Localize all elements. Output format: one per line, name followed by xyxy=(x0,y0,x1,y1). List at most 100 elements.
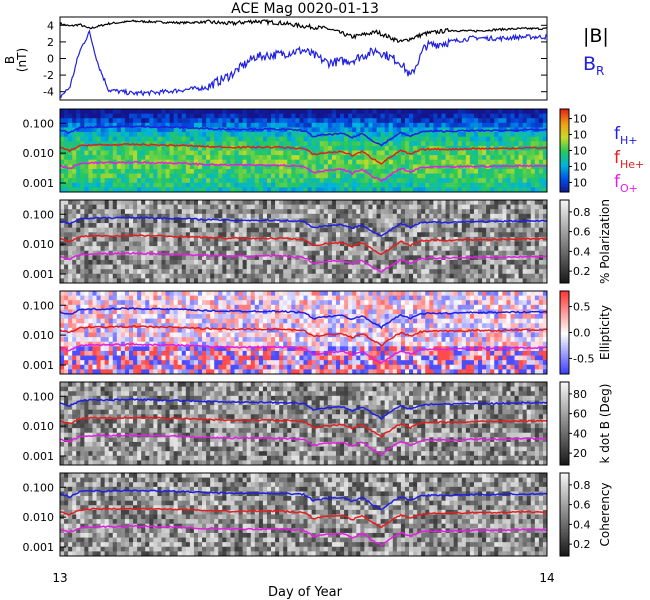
spectrogram-cell xyxy=(68,250,73,256)
spectrogram-cell xyxy=(331,246,337,252)
spectrogram-cell xyxy=(234,209,239,215)
spectrogram-cell xyxy=(222,173,227,179)
spectrogram-cell xyxy=(193,304,199,310)
spectrogram-cell xyxy=(453,159,459,165)
spectrogram-cell xyxy=(64,136,69,142)
spectrogram-cell xyxy=(72,250,77,256)
spectrogram-cell xyxy=(421,291,426,297)
spectrogram-cell xyxy=(177,291,183,297)
spectrogram-cell xyxy=(169,269,175,275)
spectrogram-cell xyxy=(538,159,544,165)
spectrogram-cell xyxy=(275,132,280,138)
spectrogram-cell xyxy=(116,155,122,161)
spectrogram-cell xyxy=(222,145,227,151)
spectrogram-cell xyxy=(72,182,77,188)
spectrogram-cell xyxy=(506,304,511,310)
spectrogram-cell xyxy=(193,200,199,206)
spectrogram-cell xyxy=(60,182,65,188)
spectrogram-cell xyxy=(526,304,532,310)
spectrogram-cell xyxy=(433,109,438,115)
spectrogram-cell xyxy=(315,218,321,224)
spectrogram-cell xyxy=(287,141,292,147)
spectrogram-cell xyxy=(250,278,256,284)
spectrogram-cell xyxy=(327,269,333,275)
spectrogram-cell xyxy=(88,278,93,284)
spectrogram-cell xyxy=(400,159,406,165)
spectrogram-cell xyxy=(413,200,418,206)
spectrogram-cell xyxy=(137,109,142,115)
colorbar-segment xyxy=(560,216,569,220)
spectrogram-cell xyxy=(490,118,495,124)
spectrogram-cell xyxy=(84,246,89,252)
spectrogram-cell xyxy=(409,227,414,233)
spectrogram-cell xyxy=(425,182,430,188)
spectrogram-cell xyxy=(364,213,369,219)
spectrogram-cell xyxy=(242,232,248,238)
spectrogram-cell xyxy=(340,236,345,242)
spectrogram-cell xyxy=(421,295,426,301)
spectrogram-cell xyxy=(242,200,248,206)
spectrogram-cell xyxy=(279,269,284,275)
spectrogram-cell xyxy=(494,168,499,174)
spectrogram-cell xyxy=(429,295,434,301)
spectrogram-cell xyxy=(173,295,179,301)
spectrogram-cell xyxy=(206,259,211,265)
spectrogram-cell xyxy=(287,132,292,138)
spectrogram-cell xyxy=(283,118,288,124)
spectrogram-cell xyxy=(116,113,122,119)
spectral-ytick-label: 0.010 xyxy=(23,238,55,251)
spectrogram-cell xyxy=(238,132,244,138)
spectrogram-cell xyxy=(352,250,357,256)
spectrogram-cell xyxy=(173,304,179,310)
spectrogram-cell xyxy=(214,295,219,301)
spectrogram-cell xyxy=(372,164,377,170)
spectrogram-cell xyxy=(335,209,341,215)
spectrogram-cell xyxy=(64,273,69,279)
spectrogram-cell xyxy=(230,118,235,124)
spectrogram-cell xyxy=(165,269,170,275)
spectrogram-cell xyxy=(376,227,382,233)
spectrogram-cell xyxy=(392,155,398,161)
spectrogram-cell xyxy=(510,246,515,252)
spectrogram-cell xyxy=(291,118,296,124)
spectrogram-cell xyxy=(112,122,118,128)
spectrogram-cell xyxy=(60,246,65,252)
spectrogram-cell xyxy=(287,173,292,179)
spectrogram-cell xyxy=(538,255,544,261)
spectrogram-cell xyxy=(522,304,528,310)
spectrogram-cell xyxy=(165,204,170,210)
spectrogram-cell xyxy=(250,150,256,156)
spectrogram-cell xyxy=(482,269,487,275)
spectrogram-cell xyxy=(76,246,81,252)
spectrogram-cell xyxy=(526,173,532,179)
spectrogram-cell xyxy=(230,136,235,142)
spectrogram-cell xyxy=(88,255,93,261)
spectrogram-cell xyxy=(514,232,519,238)
spectrogram-cell xyxy=(441,209,446,215)
spectrogram-cell xyxy=(437,213,442,219)
spectrogram-cell xyxy=(327,187,333,193)
spectrogram-cell xyxy=(396,273,402,279)
spectrogram-cell xyxy=(453,155,459,161)
spectrogram-cell xyxy=(64,246,69,252)
spectrogram-cell xyxy=(165,232,170,238)
spectrogram-cell xyxy=(457,227,463,233)
spectrogram-cell xyxy=(421,118,426,124)
spectrogram-cell xyxy=(238,295,244,301)
spectrogram-cell xyxy=(409,209,414,215)
spectrogram-cell xyxy=(518,300,524,306)
spectrogram-cell xyxy=(258,182,264,188)
spectrogram-cell xyxy=(295,150,300,156)
spectrogram-cell xyxy=(210,109,215,115)
spectrogram-cell xyxy=(534,136,540,142)
spectrogram-cell xyxy=(510,259,515,265)
spectrogram-cell xyxy=(246,168,252,174)
spectrogram-cell xyxy=(84,232,89,238)
spectrogram-cell xyxy=(457,213,463,219)
spectrogram-cell xyxy=(526,300,532,306)
spectrogram-cell xyxy=(287,150,292,156)
spectrogram-cell xyxy=(356,269,361,275)
colorbar-segment xyxy=(560,181,569,185)
spectrogram-cell xyxy=(128,264,134,270)
spectrogram-cell xyxy=(262,168,268,174)
